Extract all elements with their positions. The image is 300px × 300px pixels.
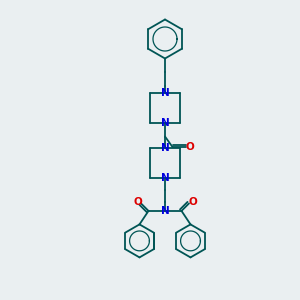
Text: O: O xyxy=(185,142,194,152)
Text: O: O xyxy=(133,197,142,207)
Text: N: N xyxy=(160,206,169,216)
Text: N: N xyxy=(160,118,169,128)
Text: N: N xyxy=(160,143,169,153)
Text: N: N xyxy=(160,88,169,98)
Text: N: N xyxy=(160,173,169,183)
Text: O: O xyxy=(188,197,197,207)
